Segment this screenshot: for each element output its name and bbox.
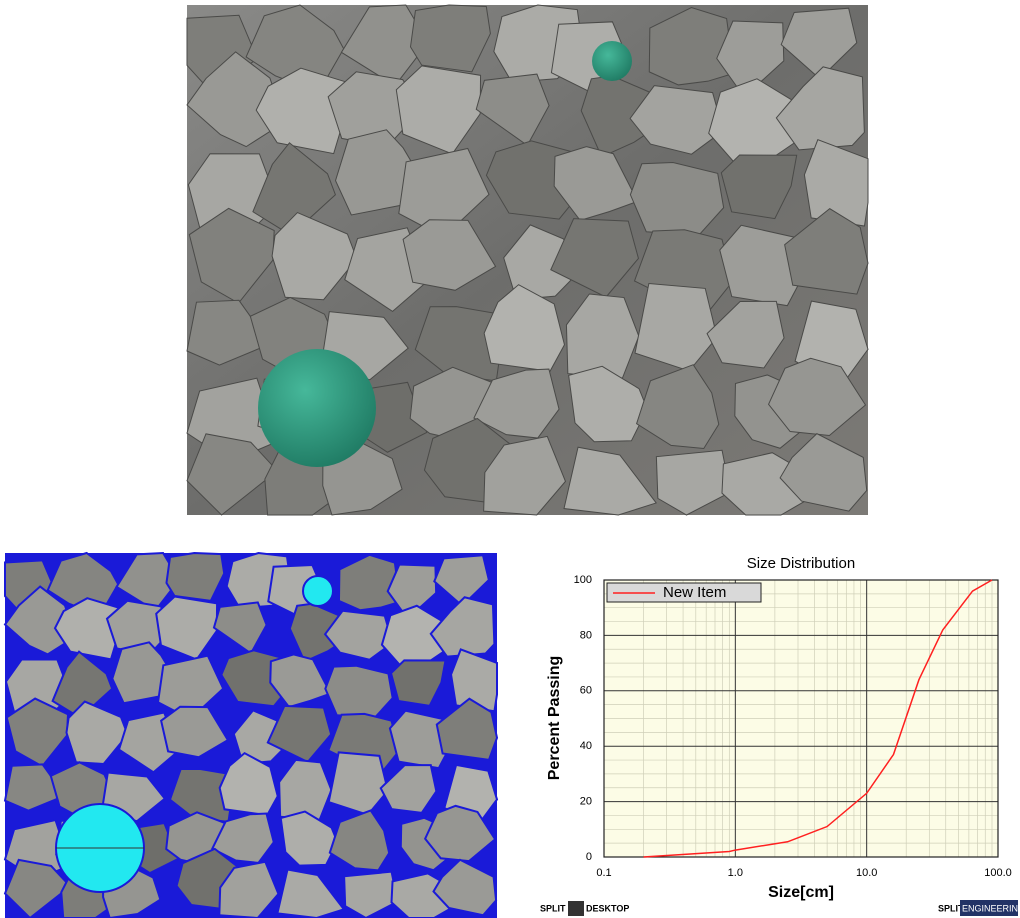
rock [553,146,639,221]
plot-frame [603,579,999,858]
rock [186,433,279,516]
y-tick-label: 60 [580,685,592,697]
rock [343,870,399,918]
ball [592,41,632,81]
rock [635,364,720,450]
y-tick-label: 40 [580,740,592,752]
logo-text: SPLIT [540,903,566,913]
y-axis-label: Percent Passing [546,656,563,781]
rock [160,705,230,759]
x-axis-label: Size[cm] [768,884,834,901]
x-tick-label: 10.0 [856,867,877,879]
rock [706,300,785,369]
rock [53,597,122,661]
rock [186,299,271,366]
rock [210,812,275,864]
rock [389,659,447,707]
rock [803,139,869,227]
rock [255,67,348,155]
logo-icon [568,901,584,916]
ball-marked [302,575,334,607]
rock [565,293,640,379]
rock [379,764,438,814]
rock [473,368,560,439]
legend-box [606,582,762,603]
rock [429,596,496,658]
rock [779,433,868,512]
y-tick-label: 20 [580,796,592,808]
rock [563,446,657,516]
rock [279,810,339,867]
y-tick-label: 100 [574,574,592,586]
x-tick-label: 1.0 [728,867,743,879]
rock [409,4,491,73]
x-tick-label: 100.0 [984,867,1012,879]
rock [165,551,226,602]
rock [323,609,394,661]
rock [475,73,550,147]
rock [218,860,280,918]
chart-title: Size Distribution [747,555,855,572]
rock-photo [186,4,869,516]
logo-text: DESKTOP [586,903,629,913]
rock [328,809,391,872]
rock [435,697,499,761]
y-tick-label: 0 [586,851,592,863]
rock [580,75,658,158]
rock [65,700,129,765]
rock [767,357,867,436]
rock [483,435,567,516]
rock [3,585,77,656]
legend-label: New Item [663,584,726,601]
chart: Size Distribution Size[cm] Percent Passi… [540,555,1020,916]
rock [186,51,286,148]
rock [784,208,869,295]
rock [402,219,497,291]
rock [3,858,72,918]
rock [340,4,429,87]
y-tick-label: 80 [580,629,592,641]
rock [629,85,724,155]
rock [648,6,735,86]
rock [432,858,498,917]
rock [423,804,497,863]
rock [269,653,332,709]
ball [258,349,376,467]
logo-box [960,900,1018,916]
rock [655,449,731,516]
logo-text: ENGINEERING [962,903,1020,913]
rock [288,602,346,663]
segmented-photo [3,551,499,918]
logo-text: SPLIT [938,903,964,913]
rock [271,211,358,301]
rock [503,224,581,301]
rock [337,553,402,612]
data-line [643,579,993,858]
rock [550,218,639,298]
rock [568,365,648,443]
rock [720,154,798,220]
rock [324,664,394,719]
rock [266,704,333,764]
x-tick-label: 0.1 [596,867,611,879]
rock [450,648,498,713]
rock [276,868,346,918]
rock [775,66,865,151]
rock [212,601,268,655]
